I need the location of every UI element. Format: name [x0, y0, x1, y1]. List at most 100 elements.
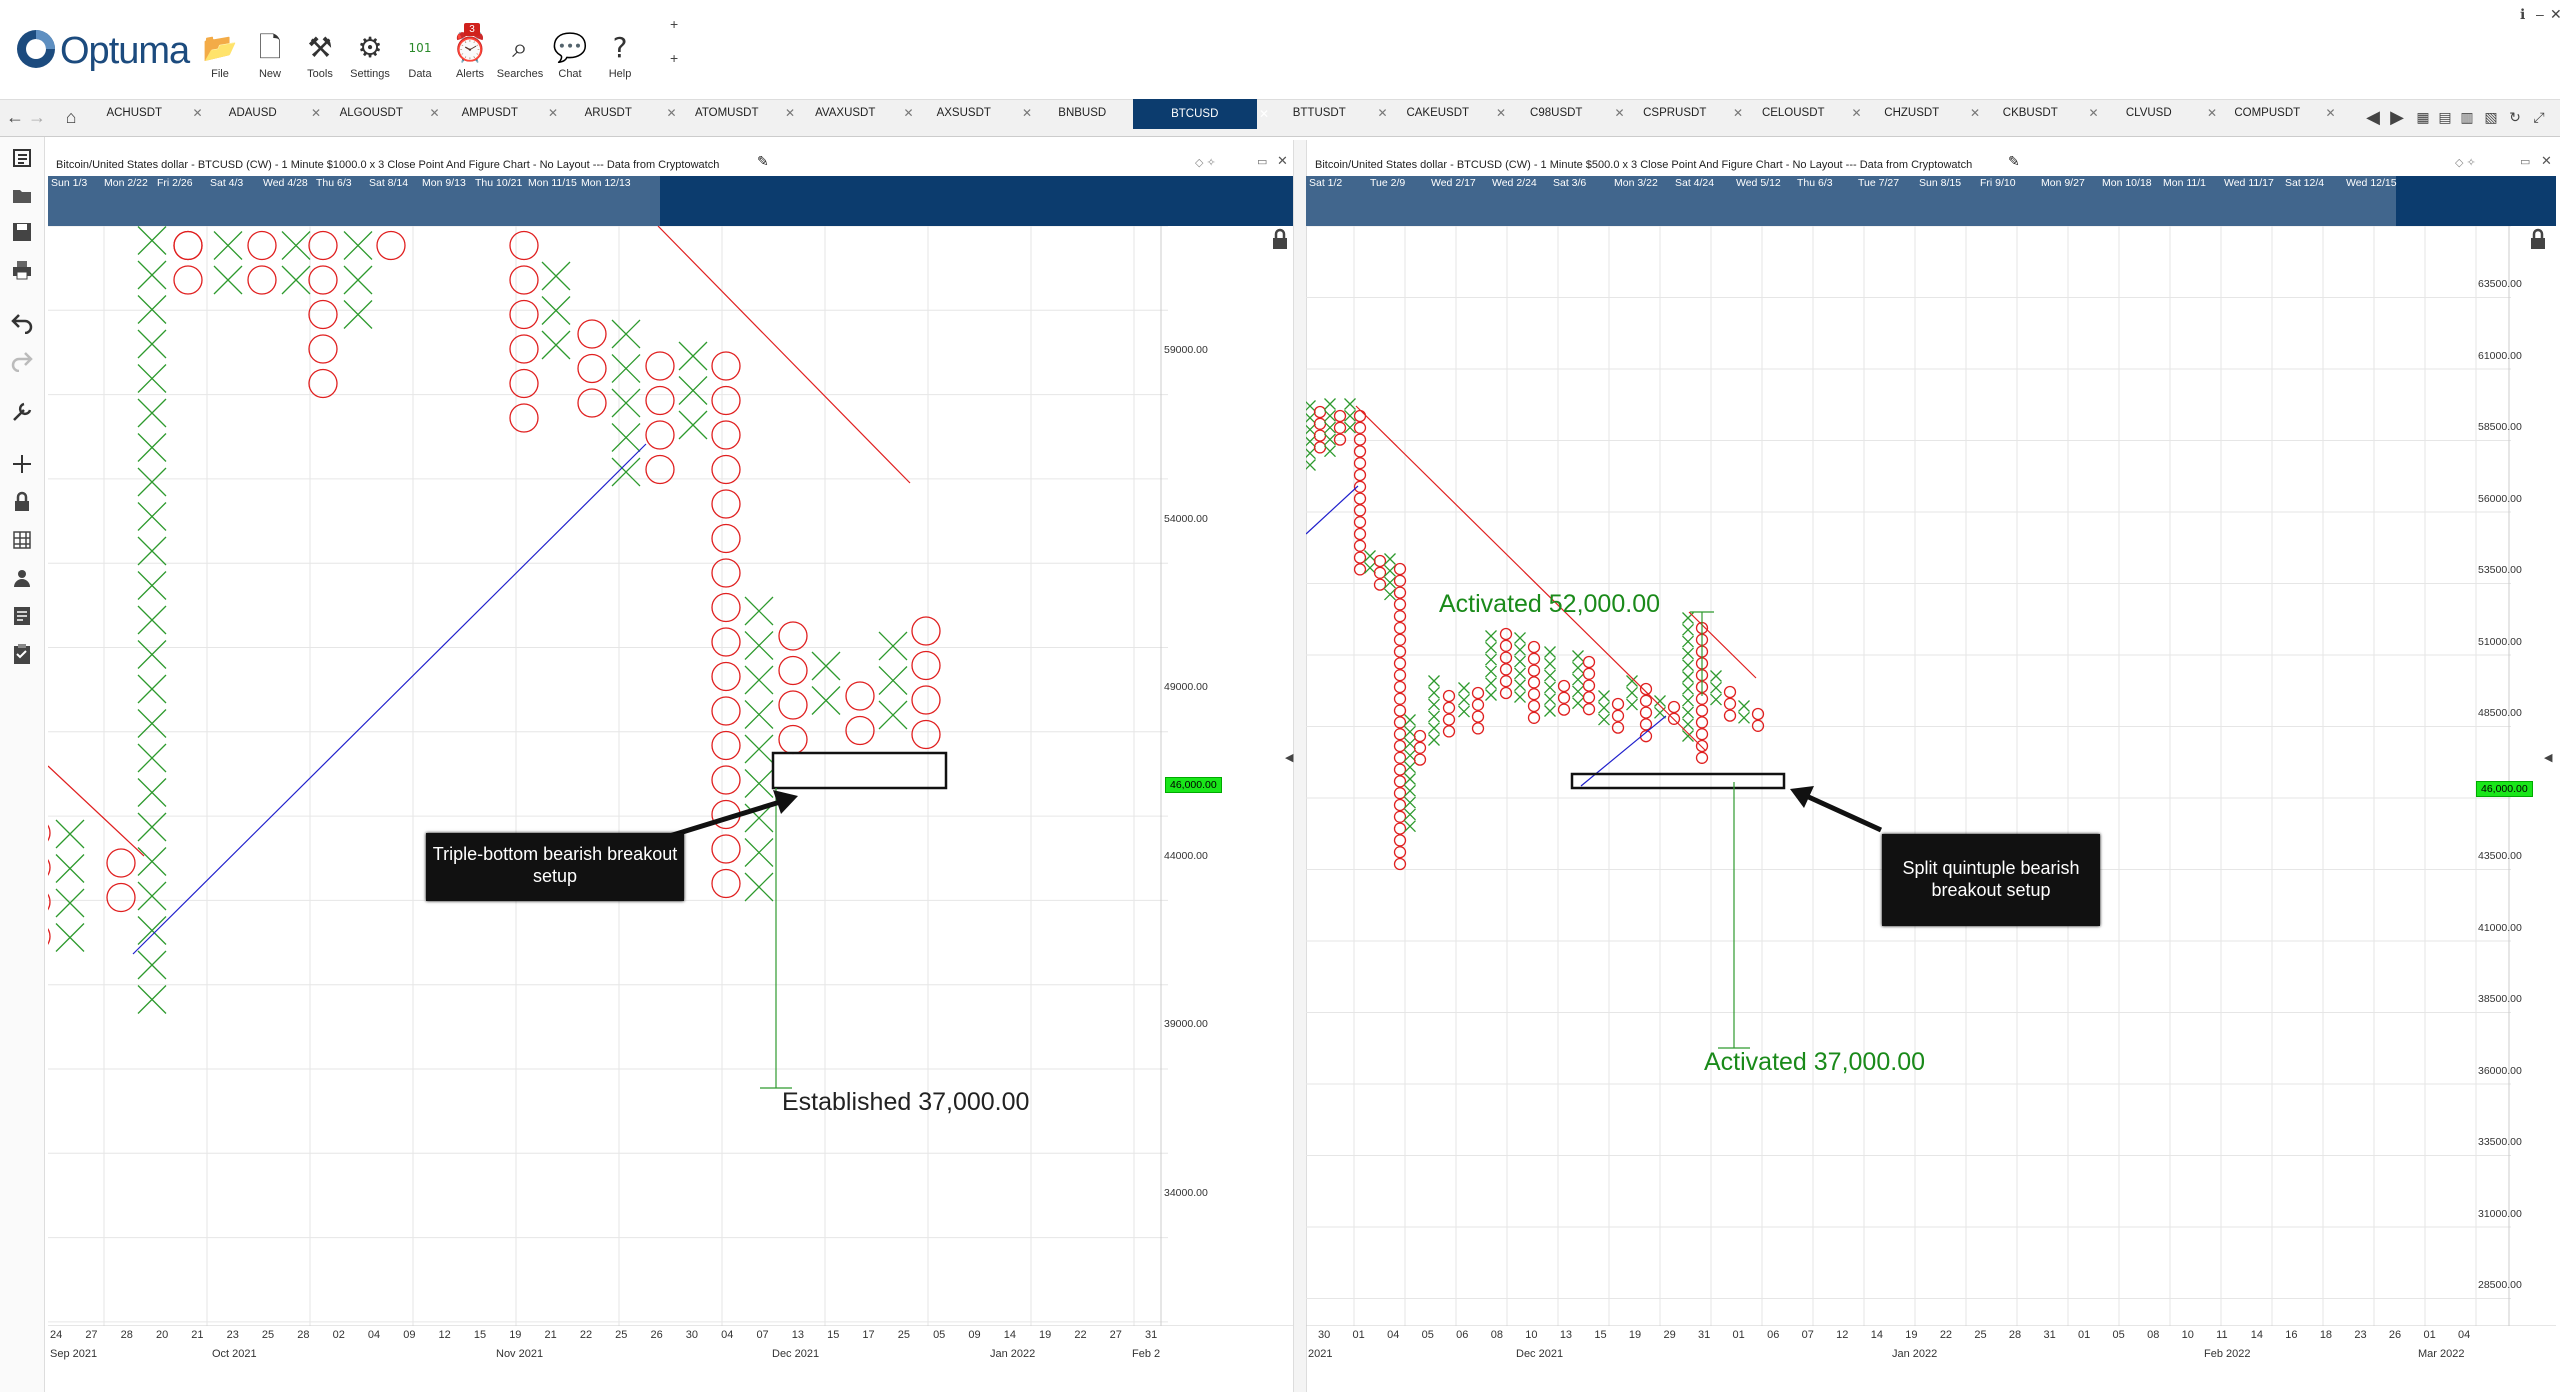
- tab-close-icon[interactable]: ✕: [1851, 106, 1862, 120]
- clipboard-icon[interactable]: [10, 642, 34, 666]
- tab-close-icon[interactable]: ✕: [2325, 106, 2336, 120]
- tab-close-icon[interactable]: ✕: [1970, 106, 1981, 120]
- document-icon[interactable]: [10, 604, 34, 628]
- tab-close-icon[interactable]: ✕: [548, 106, 559, 120]
- tab-axsusdt[interactable]: AXSUSDT: [936, 107, 991, 119]
- o-mark: [711, 765, 741, 795]
- tab-close-icon[interactable]: ✕: [1259, 107, 1270, 121]
- add-button[interactable]: +: [670, 16, 679, 32]
- redo-icon[interactable]: [10, 348, 34, 372]
- tab-compusdt[interactable]: COMPUSDT: [2234, 107, 2301, 119]
- undo-icon[interactable]: [10, 310, 34, 334]
- settings-button[interactable]: ⚙ Settings: [346, 26, 394, 92]
- grid-toggle-icon[interactable]: [10, 528, 34, 552]
- tab-clvusd[interactable]: CLVUSD: [2125, 107, 2172, 119]
- tab-ckbusdt[interactable]: CKBUSDT: [2002, 107, 2058, 119]
- tab-close-icon[interactable]: ✕: [1496, 106, 1507, 120]
- tabs-right-icon[interactable]: ▶: [2390, 107, 2404, 127]
- person-icon[interactable]: [10, 566, 34, 590]
- right-pane-max-icon[interactable]: ▭: [2520, 156, 2531, 168]
- tab-adausd[interactable]: ADAUSD: [228, 107, 277, 119]
- tile-icon[interactable]: ▤: [2438, 109, 2452, 125]
- workspace-icon[interactable]: ▧: [2484, 109, 2498, 125]
- tab-close-icon[interactable]: ✕: [666, 106, 677, 120]
- tab-close-icon[interactable]: ✕: [192, 106, 203, 120]
- right-navigator-strip[interactable]: [1306, 176, 2556, 226]
- left-pane-pin-icon[interactable]: ◇ ✧: [1195, 157, 1216, 169]
- date-axis-label: 15: [473, 1329, 487, 1341]
- new-button[interactable]: 🗋 New: [246, 26, 294, 92]
- left-pnf-chart[interactable]: [48, 226, 1293, 1326]
- tab-close-icon[interactable]: ✕: [2088, 106, 2099, 120]
- pencil-icon[interactable]: ✎: [757, 153, 769, 169]
- pane-splitter[interactable]: [1293, 140, 1307, 1392]
- wrench-icon[interactable]: [10, 400, 34, 424]
- searches-button[interactable]: ⌕ Searches: [496, 26, 544, 92]
- tab-close-icon[interactable]: ✕: [1614, 106, 1625, 120]
- refresh-icon[interactable]: ↻: [2509, 109, 2521, 125]
- file-button[interactable]: 📂 File: [196, 26, 244, 92]
- save-icon[interactable]: [10, 220, 34, 244]
- close-window-button[interactable]: ✕: [2550, 6, 2560, 22]
- tab-close-icon[interactable]: ✕: [903, 106, 914, 120]
- tab-close-icon[interactable]: ✕: [1022, 106, 1033, 120]
- tab-btcusd[interactable]: BTCUSD: [1132, 99, 1257, 129]
- right-navigator-window[interactable]: [1306, 176, 2396, 226]
- alerts-button[interactable]: ⏰ Alerts: [446, 26, 494, 92]
- right-pane-pin-icon[interactable]: ◇ ✧: [2455, 157, 2476, 169]
- lock-icon[interactable]: [10, 490, 34, 514]
- expand-icon[interactable]: ⤢: [2533, 109, 2545, 125]
- right-collapse-icon[interactable]: ◀: [2544, 752, 2553, 764]
- print-icon[interactable]: [10, 258, 34, 282]
- tab-celousdt[interactable]: CELOUSDT: [1761, 107, 1825, 119]
- tab-close-icon[interactable]: ✕: [429, 106, 440, 120]
- add-button-2[interactable]: +: [670, 50, 679, 66]
- left-navigator-strip[interactable]: [48, 176, 1293, 226]
- tab-achusdt[interactable]: ACHUSDT: [106, 107, 163, 119]
- tab-avaxusdt[interactable]: AVAXUSDT: [815, 107, 876, 119]
- right-pencil-icon[interactable]: ✎: [2008, 153, 2020, 169]
- tab-c98usdt[interactable]: C98USDT: [1530, 107, 1583, 119]
- tab-atomusdt[interactable]: ATOMUSDT: [695, 107, 759, 119]
- list-icon[interactable]: [10, 146, 34, 170]
- tab-close-icon[interactable]: ✕: [311, 106, 322, 120]
- tab-csprusdt[interactable]: CSPRUSDT: [1643, 107, 1707, 119]
- tools-button[interactable]: ⚒ Tools: [296, 26, 344, 92]
- x-mark: [541, 330, 571, 360]
- left-chart-lock-icon[interactable]: [1270, 228, 1290, 252]
- tab-algousdt[interactable]: ALGOUSDT: [339, 107, 403, 119]
- crosshair-icon[interactable]: [10, 452, 34, 476]
- left-navigator-window[interactable]: [48, 176, 660, 226]
- left-pane-max-icon[interactable]: ▭: [1257, 156, 1268, 168]
- tab-arusdt[interactable]: ARUSDT: [584, 107, 632, 119]
- data-button[interactable]: 101 Data: [396, 26, 444, 92]
- left-pane-close-icon[interactable]: ✕: [1277, 153, 1288, 168]
- tab-close-icon[interactable]: ✕: [1733, 106, 1744, 120]
- tab-ampusdt[interactable]: AMPUSDT: [461, 107, 518, 119]
- back-arrow-icon[interactable]: ←: [6, 107, 24, 127]
- info-icon[interactable]: ℹ: [2520, 6, 2526, 22]
- open-folder-icon[interactable]: [10, 184, 34, 208]
- right-pane-close-icon[interactable]: ✕: [2541, 153, 2552, 168]
- tab-cakeusdt[interactable]: CAKEUSDT: [1406, 107, 1470, 119]
- tabs-left-icon[interactable]: ◀: [2366, 107, 2380, 127]
- grid-icon[interactable]: ▥: [2460, 109, 2474, 125]
- home-icon[interactable]: ⌂: [65, 107, 77, 127]
- month-axis-label: Jan 2022: [990, 1348, 1036, 1360]
- tab-bnbusd[interactable]: BNBUSD: [1058, 107, 1107, 119]
- tab-chzusdt[interactable]: CHZUSDT: [1884, 107, 1940, 119]
- tab-close-icon[interactable]: ✕: [785, 106, 796, 120]
- right-pnf-chart[interactable]: [1306, 226, 2556, 1326]
- minimize-button[interactable]: –: [2536, 6, 2544, 22]
- chat-button[interactable]: 💬 Chat: [546, 26, 594, 92]
- right-chart-lock-icon[interactable]: [2528, 228, 2548, 252]
- tab-close-icon[interactable]: ✕: [2207, 106, 2218, 120]
- layout-icon[interactable]: ▦: [2416, 109, 2430, 125]
- date-axis-label: 08: [2147, 1329, 2160, 1341]
- tab-close-icon[interactable]: ✕: [1377, 106, 1388, 120]
- left-current-price-tag: 46,000.00: [1165, 777, 1222, 793]
- splitter-collapse-icon[interactable]: ◀: [1285, 752, 1294, 764]
- help-button[interactable]: ? Help: [596, 26, 644, 92]
- tab-bttusdt[interactable]: BTTUSDT: [1292, 107, 1346, 119]
- forward-arrow-icon[interactable]: →: [28, 107, 46, 127]
